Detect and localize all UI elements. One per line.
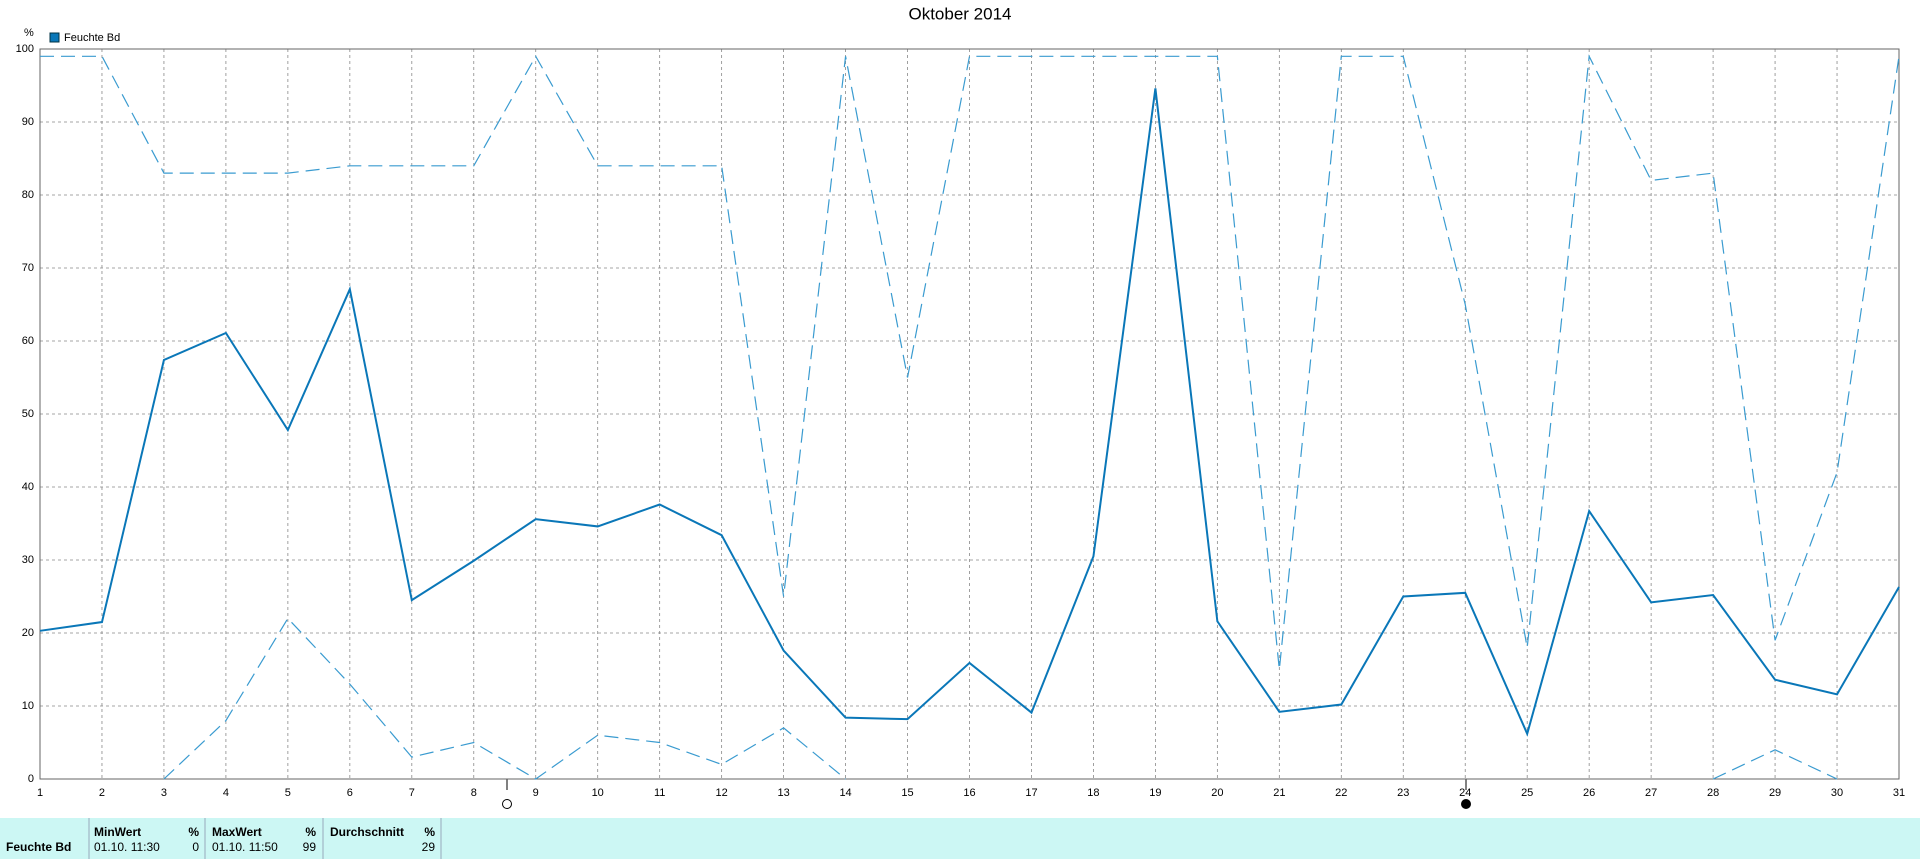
x-tick-label: 5: [285, 787, 291, 799]
x-tick-label: 9: [533, 787, 539, 799]
x-tick-label: 25: [1521, 787, 1533, 799]
x-tick-label: 2: [99, 787, 105, 799]
table-value: 0: [192, 840, 199, 854]
table-time: 01.10. 11:30: [94, 840, 160, 854]
y-tick-label: 10: [22, 700, 34, 712]
line: [40, 54, 1900, 670]
y-tick-label: 80: [22, 189, 34, 201]
table-header-unit: %: [424, 825, 435, 839]
y-tick-label: 50: [22, 408, 34, 420]
x-tick-label: 30: [1831, 787, 1843, 799]
x-tick-label: 17: [1025, 787, 1037, 799]
x-tick-label: 20: [1211, 787, 1223, 799]
table-time: 01.10. 11:50: [212, 840, 278, 854]
table-value: 29: [422, 840, 436, 854]
table-header: MaxWert: [212, 825, 262, 839]
x-tick-label: 28: [1707, 787, 1719, 799]
x-tick-label: 1: [37, 787, 43, 799]
y-axis-label: %: [24, 27, 34, 39]
y-tick-label: 60: [22, 335, 34, 347]
x-tick-label: 24: [1459, 787, 1471, 799]
y-tick-label: 70: [22, 262, 34, 274]
x-tick-label: 21: [1273, 787, 1285, 799]
full-moon-icon: [502, 799, 512, 809]
x-tick-label: 12: [716, 787, 728, 799]
x-tick-label: 8: [471, 787, 477, 799]
x-tick-label: 31: [1893, 787, 1905, 799]
y-tick-label: 20: [22, 627, 34, 639]
x-tick-label: 29: [1769, 787, 1781, 799]
table-value: 99: [303, 840, 317, 854]
new-moon-icon: [1461, 799, 1471, 809]
x-tick-label: 7: [409, 787, 415, 799]
x-tick-label: 4: [223, 787, 229, 799]
legend-swatch: [49, 32, 60, 43]
x-tick-label: 19: [1149, 787, 1161, 799]
y-tick-label: 90: [22, 116, 34, 128]
x-tick-label: 3: [161, 787, 167, 799]
x-tick-label: 22: [1335, 787, 1347, 799]
legend-label: Feuchte Bd: [64, 32, 120, 44]
table-header: Durchschnitt: [330, 825, 404, 839]
x-tick-label: 15: [901, 787, 913, 799]
x-tick-label: 23: [1397, 787, 1409, 799]
x-tick-label: 10: [592, 787, 604, 799]
x-tick-label: 6: [347, 787, 353, 799]
x-tick-label: 11: [654, 787, 665, 799]
plot-frame: [39, 48, 1900, 780]
x-tick-label: 13: [777, 787, 789, 799]
x-tick-label: 18: [1087, 787, 1099, 799]
table-band: [0, 818, 1920, 859]
line: [39, 88, 1900, 737]
table-header-unit: %: [305, 825, 316, 839]
y-tick-label: 100: [16, 43, 34, 55]
table-header-unit: %: [188, 825, 199, 839]
x-tick-label: 26: [1583, 787, 1595, 799]
line: [163, 617, 1838, 780]
y-tick-label: 0: [28, 773, 34, 785]
y-tick-label: 40: [22, 481, 34, 493]
x-tick-label: 14: [839, 787, 851, 799]
y-tick-label: 30: [22, 554, 34, 566]
table-row-label: Feuchte Bd: [6, 840, 71, 854]
x-tick-label: 27: [1645, 787, 1657, 799]
table-header: MinWert: [94, 825, 141, 839]
x-tick-label: 16: [963, 787, 975, 799]
chart-title: Oktober 2014: [908, 4, 1011, 23]
